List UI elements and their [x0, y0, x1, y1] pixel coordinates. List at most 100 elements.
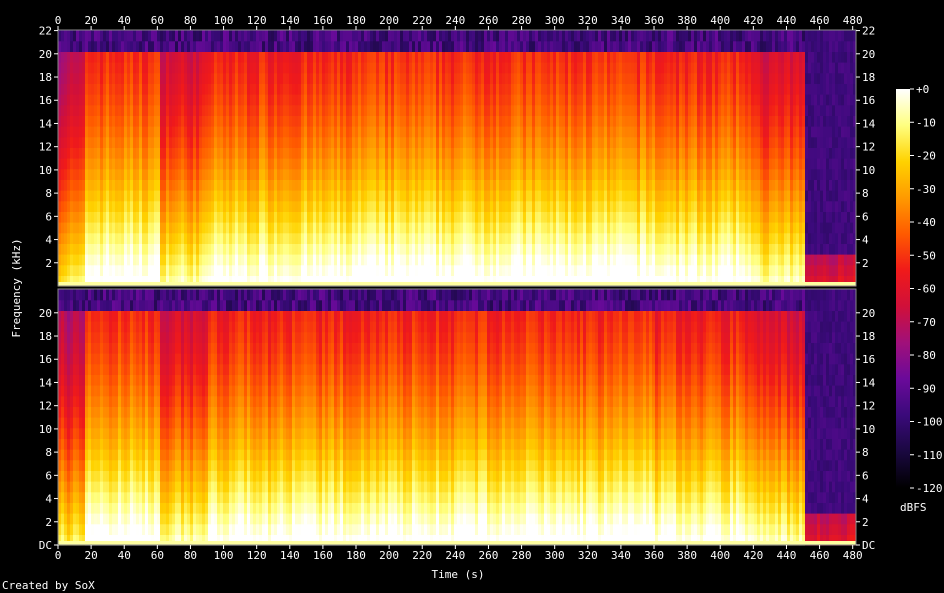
spectrogram-cell [64, 62, 67, 73]
spectrogram-cell [229, 265, 232, 276]
spectrogram-cell [511, 126, 514, 137]
spectrogram-cell [598, 51, 601, 62]
spectrogram-cell [259, 254, 262, 265]
spectrogram-cell [331, 201, 334, 212]
spectrogram-cell [73, 105, 76, 116]
spectrogram-cell [478, 190, 481, 201]
spectrogram-cell [169, 30, 172, 41]
spectrogram-cell [103, 62, 106, 73]
spectrogram-cell [169, 137, 172, 148]
spectrogram-cell [430, 115, 433, 126]
spectrogram-cell [262, 30, 265, 41]
spectrogram-cell [532, 137, 535, 148]
spectrogram-cell [367, 30, 370, 41]
spectrogram-cell [349, 137, 352, 148]
spectrogram-cell [481, 115, 484, 126]
spectrogram-cell [562, 94, 565, 105]
spectrogram-cell [313, 83, 316, 94]
spectrogram-cell [361, 222, 364, 233]
spectrogram-cell [400, 73, 403, 84]
spectrogram-cell [319, 222, 322, 233]
spectrogram-cell [505, 137, 508, 148]
spectrogram-cell [514, 105, 517, 116]
spectrogram-cell [370, 73, 373, 84]
spectrogram-cell [511, 190, 514, 201]
spectrogram-cell [625, 73, 628, 84]
spectrogram-cell [556, 233, 559, 244]
spectrogram-cell [544, 201, 547, 212]
spectrogram-cell [172, 41, 175, 52]
spectrogram-cell [589, 222, 592, 233]
spectrogram-cell [544, 41, 547, 52]
spectrogram-cell [370, 211, 373, 222]
spectrogram-cell [346, 211, 349, 222]
spectrogram-cell [535, 233, 538, 244]
spectrogram-cell [277, 201, 280, 212]
spectrogram-cell [361, 137, 364, 148]
spectrogram-cell [445, 73, 448, 84]
spectrogram-cell [415, 62, 418, 73]
spectrogram-cell [229, 62, 232, 73]
spectrogram-cell [481, 179, 484, 190]
spectrogram-cell [109, 105, 112, 116]
spectrogram-cell [175, 73, 178, 84]
spectrogram-cell [610, 265, 613, 276]
spectrogram-cell [484, 126, 487, 137]
spectrogram-cell [151, 115, 154, 126]
spectrogram-cell [370, 233, 373, 244]
spectrogram-cell [289, 190, 292, 201]
spectrogram-cell [508, 243, 511, 254]
spectrogram-cell [349, 94, 352, 105]
spectrogram-cell [232, 233, 235, 244]
spectrogram-cell [316, 115, 319, 126]
spectrogram-cell [250, 169, 253, 180]
spectrogram-cell [589, 105, 592, 116]
spectrogram-cell [127, 94, 130, 105]
spectrogram-cell [397, 158, 400, 169]
spectrogram-cell [253, 211, 256, 222]
spectrogram-cell [169, 179, 172, 190]
spectrogram-cell [322, 73, 325, 84]
spectrogram-cell [112, 201, 115, 212]
spectrogram-cell [379, 137, 382, 148]
spectrogram-cell [127, 158, 130, 169]
spectrogram-cell [352, 126, 355, 137]
spectrogram-cell [451, 51, 454, 62]
spectrogram-cell [187, 105, 190, 116]
spectrogram-cell [328, 169, 331, 180]
spectrogram-cell [217, 211, 220, 222]
spectrogram-cell [598, 62, 601, 73]
spectrogram-cell [103, 137, 106, 148]
spectrogram-cell [79, 94, 82, 105]
spectrogram-cell [325, 233, 328, 244]
spectrogram-cell [346, 265, 349, 276]
spectrogram-cell [268, 30, 271, 41]
spectrogram-cell [346, 115, 349, 126]
spectrogram-cell [187, 147, 190, 158]
spectrogram-cell [316, 190, 319, 201]
spectrogram-cell [409, 254, 412, 265]
spectrogram-cell [103, 179, 106, 190]
spectrogram-cell [451, 169, 454, 180]
spectrogram-cell [544, 179, 547, 190]
spectrogram-cell [511, 179, 514, 190]
spectrogram-cell [274, 83, 277, 94]
spectrogram-cell [310, 254, 313, 265]
spectrogram-cell [622, 126, 625, 137]
spectrogram-cell [628, 137, 631, 148]
spectrogram-cell [664, 222, 667, 233]
spectrogram-cell [439, 137, 442, 148]
spectrogram-cell [100, 201, 103, 212]
spectrogram-cell [661, 190, 664, 201]
spectrogram-cell [355, 147, 358, 158]
spectrogram-cell [181, 179, 184, 190]
spectrogram-cell [625, 83, 628, 94]
spectrogram-cell [280, 265, 283, 276]
spectrogram-cell [676, 73, 679, 84]
spectrogram-cell [220, 51, 223, 62]
spectrogram-cell [76, 73, 79, 84]
spectrogram-cell [322, 41, 325, 52]
spectrogram-cell [670, 158, 673, 169]
spectrogram-cell [406, 137, 409, 148]
spectrogram-cell [673, 158, 676, 169]
